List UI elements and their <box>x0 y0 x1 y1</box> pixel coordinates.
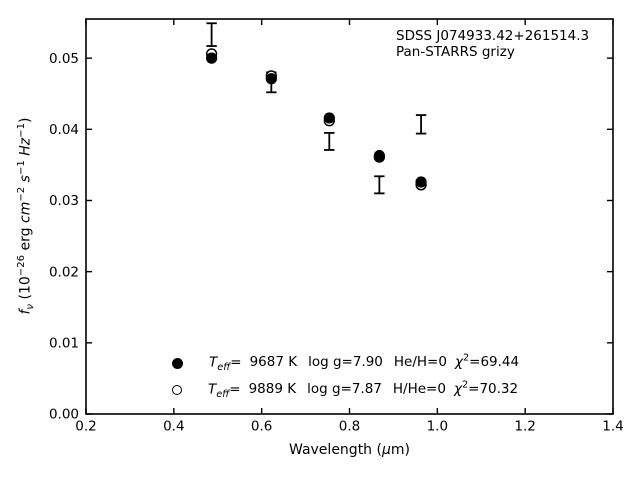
filled-circle-marker <box>172 357 183 369</box>
x-tick-label: 0.4 <box>163 419 184 435</box>
legend-label-model1: Teff= 9687 K log g=7.90 He/H=0 χ2=69.44 <box>209 353 519 373</box>
y-tick-label: 0.03 <box>49 193 79 209</box>
y-axis-label-part: (10 <box>17 276 34 304</box>
y-axis-label-part: Hz <box>17 137 34 156</box>
error-bar-g <box>206 22 217 47</box>
y-axis-label-part: cm <box>17 201 34 223</box>
y-axis-label-part: ν <box>25 303 37 310</box>
logg-value: log g=7.90 <box>308 354 383 371</box>
model1-point-i <box>323 112 335 124</box>
x-tick-label: 1.4 <box>602 419 623 435</box>
y-tick-label: 0.02 <box>49 264 79 280</box>
y-axis-label-part: −1 <box>15 122 27 138</box>
x-tick-label: 0.2 <box>75 419 96 435</box>
model1-point-z <box>373 150 385 162</box>
y-axis-label-part: s <box>17 175 34 183</box>
y-axis-label-part: f <box>17 309 34 315</box>
survey-name: Pan-STARRS grizy <box>396 44 515 61</box>
legend-label-model2: Teff= 9889 K log g=7.87 H/He=0 χ2=70.32 <box>208 380 518 400</box>
equals-sign: = <box>230 354 242 371</box>
equals-sign: = <box>229 381 241 398</box>
x-tick-label: 0.6 <box>251 419 272 435</box>
chi-exponent: 2 <box>462 352 470 364</box>
mu-symbol: μ <box>381 442 391 458</box>
y-axis-label-part <box>17 182 33 186</box>
y-tick-label: 0.01 <box>49 336 79 352</box>
y-tick-label: 0.04 <box>49 122 79 138</box>
chi-value: =70.32 <box>468 381 519 398</box>
y-axis-label: fν (10−26 erg cm−2 s−1 Hz−1) <box>16 0 36 476</box>
y-axis-label-part: −1 <box>15 160 27 176</box>
x-axis-label-text: Wavelength ( <box>289 442 382 458</box>
x-tick-label: 1.2 <box>514 419 535 435</box>
teff-value: 9889 K <box>248 381 297 398</box>
x-axis-label-unit: m) <box>390 442 410 458</box>
chi-symbol: χ <box>453 381 462 398</box>
abundance-value: He/H=0 <box>393 354 447 371</box>
y-axis-label-part: −2 <box>15 186 27 202</box>
open-circle-marker <box>172 385 182 395</box>
chi-symbol: χ <box>454 354 463 371</box>
logg-value: log g=7.87 <box>307 381 382 398</box>
legend-row-model1: Teff= 9687 K log g=7.90 He/H=0 χ2=69.44 <box>172 353 519 373</box>
legend-row-model2: Teff= 9889 K log g=7.87 H/He=0 χ2=70.32 <box>172 380 518 400</box>
teff-symbol: T <box>209 354 218 371</box>
x-tick-label: 1.0 <box>427 419 448 435</box>
teff-symbol: T <box>208 381 217 398</box>
teff-value: 9687 K <box>249 354 298 371</box>
source-name: SDSS J074933.42+261514.3 <box>396 28 590 44</box>
y-axis-label-part <box>17 156 33 160</box>
y-axis-label-part: −26 <box>15 254 27 277</box>
y-axis-label-part: erg <box>17 222 34 255</box>
x-axis-label: Wavelength (μm) <box>86 442 613 458</box>
x-tick-label: 0.8 <box>339 419 360 435</box>
model1-point-y <box>415 176 427 188</box>
teff-subscript: eff <box>216 389 230 401</box>
teff-subscript: eff <box>217 362 231 374</box>
error-bar-i <box>324 131 335 151</box>
source-annotation: SDSS J074933.42+261514.3 Pan-STARRS griz… <box>396 28 589 61</box>
y-tick-label: 0.00 <box>49 407 79 423</box>
error-bar-z <box>374 175 385 195</box>
model1-point-g <box>206 52 218 64</box>
error-bar-y <box>415 114 427 135</box>
chi-value: =69.44 <box>469 354 520 371</box>
model1-point-r <box>265 73 277 85</box>
y-axis-label-part: ) <box>17 117 34 123</box>
abundance-value: H/He=0 <box>392 381 446 398</box>
chi-exponent: 2 <box>461 379 469 391</box>
y-tick-label: 0.05 <box>49 51 79 67</box>
